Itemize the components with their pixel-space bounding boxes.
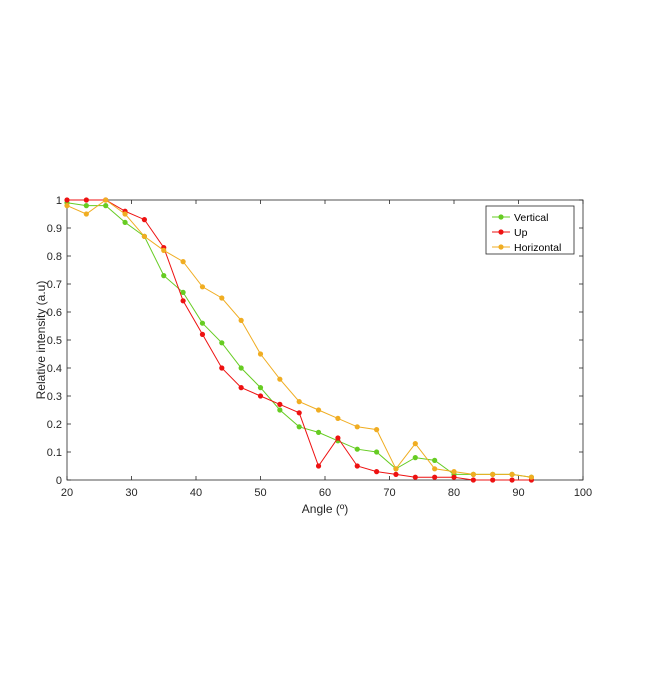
y-tick-label: 0.3 xyxy=(47,391,62,403)
legend-label-horizontal: Horizontal xyxy=(514,242,561,254)
data-point-horizontal xyxy=(451,469,457,475)
legend-marker-up xyxy=(498,229,504,235)
y-tick-label: 0 xyxy=(56,475,62,487)
data-point-up xyxy=(257,393,264,399)
data-point-up xyxy=(393,471,399,477)
series-layer xyxy=(64,197,535,483)
data-point-up xyxy=(354,463,360,469)
data-point-up xyxy=(412,474,418,480)
data-point-vertical xyxy=(374,449,380,455)
x-axis: 20 30 40 50 60 70 80 90 100 xyxy=(61,200,592,499)
data-point-up xyxy=(509,477,515,483)
data-point-vertical xyxy=(296,424,302,430)
data-point-horizontal xyxy=(277,376,283,382)
data-point-vertical xyxy=(354,446,360,452)
y-axis-title: Relative intensity (a.u) xyxy=(34,281,48,400)
data-point-horizontal xyxy=(122,211,128,217)
data-point-up xyxy=(315,463,322,469)
data-point-horizontal xyxy=(393,466,399,472)
data-point-up xyxy=(335,435,341,441)
data-point-vertical xyxy=(180,289,186,295)
data-point-horizontal xyxy=(219,295,225,301)
data-point-up xyxy=(238,385,244,391)
legend: Vertical Up Horizontal xyxy=(485,205,575,255)
data-point-vertical xyxy=(277,407,283,413)
data-point-horizontal xyxy=(83,211,89,217)
series-horizontal xyxy=(64,197,535,480)
data-point-horizontal xyxy=(470,471,476,477)
x-tick-label: 100 xyxy=(574,487,592,499)
x-tick-label: 50 xyxy=(254,487,266,499)
data-point-up xyxy=(180,298,186,304)
x-tick-label: 80 xyxy=(448,487,460,499)
data-point-vertical xyxy=(83,203,89,209)
data-point-up xyxy=(141,217,147,223)
data-point-up xyxy=(470,477,476,483)
data-point-up xyxy=(451,474,457,480)
data-point-up xyxy=(277,401,283,407)
data-point-horizontal xyxy=(161,247,167,253)
data-point-vertical xyxy=(257,385,264,391)
y-tick-label: 0.2 xyxy=(47,419,62,431)
x-tick-label: 60 xyxy=(319,487,331,499)
data-point-horizontal xyxy=(180,259,186,265)
data-point-horizontal xyxy=(103,197,109,203)
data-point-up xyxy=(432,474,438,480)
data-point-up xyxy=(64,197,70,203)
data-point-horizontal xyxy=(432,466,438,472)
x-tick-label: 30 xyxy=(125,487,137,499)
data-point-horizontal xyxy=(315,407,322,413)
data-point-up xyxy=(374,469,380,475)
y-tick-label: 0.6 xyxy=(47,307,62,319)
data-point-vertical xyxy=(412,455,418,461)
legend-marker-horizontal xyxy=(498,244,504,250)
y-tick-label: 1 xyxy=(56,195,62,207)
legend-label-up: Up xyxy=(514,227,528,239)
data-point-horizontal xyxy=(509,471,515,477)
x-tick-label: 20 xyxy=(61,487,73,499)
data-point-horizontal xyxy=(238,317,244,323)
data-point-up xyxy=(490,477,496,483)
data-point-vertical xyxy=(315,429,322,435)
data-point-vertical xyxy=(238,365,244,371)
y-tick-label: 0.7 xyxy=(47,279,62,291)
data-point-horizontal xyxy=(374,427,380,433)
data-point-horizontal xyxy=(296,399,302,405)
x-tick-label: 90 xyxy=(512,487,524,499)
y-tick-label: 0.9 xyxy=(47,223,62,235)
y-tick-label: 0.5 xyxy=(47,335,62,347)
data-point-vertical xyxy=(199,320,206,326)
data-point-up xyxy=(199,331,206,337)
data-point-up xyxy=(296,410,302,416)
data-point-horizontal xyxy=(335,415,341,421)
data-point-vertical xyxy=(432,457,438,463)
y-tick-label: 0.4 xyxy=(47,363,62,375)
data-point-vertical xyxy=(103,203,109,209)
x-tick-label: 40 xyxy=(190,487,202,499)
data-point-horizontal xyxy=(199,284,206,290)
data-point-vertical xyxy=(122,219,128,225)
y-axis: 0 0.1 0.2 0.3 0.4 0.5 0.6 0.7 0.8 0.9 1 xyxy=(47,195,583,487)
data-point-horizontal xyxy=(257,351,264,357)
data-point-horizontal xyxy=(490,471,496,477)
y-tick-label: 0.1 xyxy=(47,447,62,459)
data-point-vertical xyxy=(219,340,225,346)
data-point-horizontal xyxy=(412,441,418,447)
x-axis-title: Angle (º) xyxy=(302,502,348,516)
legend-label-vertical: Vertical xyxy=(514,212,548,224)
data-point-horizontal xyxy=(528,474,535,480)
data-point-horizontal xyxy=(141,233,147,239)
y-tick-label: 0.8 xyxy=(47,251,62,263)
x-tick-label: 70 xyxy=(383,487,395,499)
data-point-up xyxy=(219,365,225,371)
data-point-up xyxy=(83,197,89,203)
data-point-vertical xyxy=(161,273,167,279)
legend-marker-vertical xyxy=(498,214,504,220)
data-point-horizontal xyxy=(354,424,360,430)
data-point-horizontal xyxy=(64,203,70,209)
